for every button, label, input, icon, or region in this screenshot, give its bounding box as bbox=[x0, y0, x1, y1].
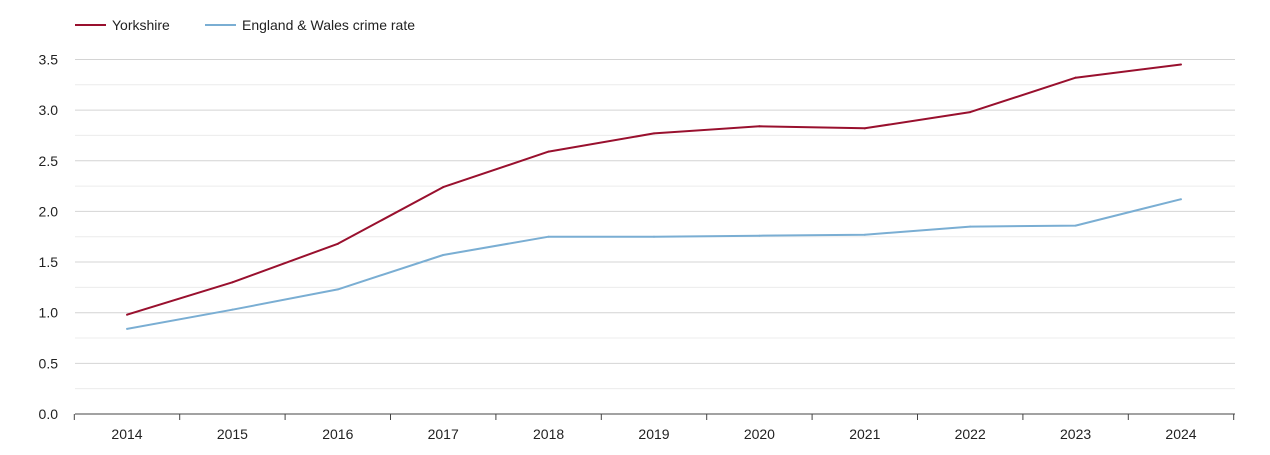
data-point bbox=[758, 125, 761, 128]
series-line-yorkshire bbox=[126, 63, 1182, 316]
x-tick-label: 2020 bbox=[744, 426, 775, 442]
data-point bbox=[547, 235, 550, 238]
data-point bbox=[1074, 76, 1077, 79]
x-tick-label: 2024 bbox=[1165, 426, 1196, 442]
data-point bbox=[969, 225, 972, 228]
data-point bbox=[231, 308, 234, 311]
x-tick-label: 2014 bbox=[111, 426, 142, 442]
y-tick-label: 2.5 bbox=[39, 153, 59, 169]
data-point bbox=[336, 242, 339, 245]
data-point bbox=[442, 253, 445, 256]
data-point bbox=[969, 111, 972, 114]
y-tick-label: 3.5 bbox=[39, 51, 59, 67]
data-point bbox=[863, 127, 866, 130]
data-point bbox=[231, 281, 234, 284]
data-point bbox=[126, 313, 128, 316]
legend-label: England & Wales crime rate bbox=[242, 17, 415, 33]
data-point bbox=[758, 234, 761, 237]
data-point bbox=[126, 327, 128, 330]
y-tick-label: 0.0 bbox=[39, 406, 59, 422]
y-tick-label: 3.0 bbox=[39, 102, 59, 118]
data-point bbox=[336, 288, 339, 291]
data-point bbox=[547, 150, 550, 153]
data-point bbox=[653, 235, 655, 238]
y-axis-ticks: 0.0 0.5 1.0 1.5 2.0 2.5 3.0 3.5 bbox=[39, 51, 59, 422]
x-tick-label: 2015 bbox=[217, 426, 248, 442]
x-tick-label: 2021 bbox=[849, 426, 880, 442]
x-tick-label: 2023 bbox=[1060, 426, 1091, 442]
x-tick-label: 2022 bbox=[955, 426, 986, 442]
y-tick-label: 0.5 bbox=[39, 355, 59, 371]
x-tick-label: 2016 bbox=[322, 426, 353, 442]
gridlines bbox=[75, 58, 1235, 390]
y-tick-label: 1.5 bbox=[39, 254, 59, 270]
data-point bbox=[1180, 63, 1182, 66]
data-point bbox=[863, 233, 866, 236]
y-tick-label: 1.0 bbox=[39, 305, 59, 321]
x-axis: 2014 2015 2016 2017 2018 2019 2020 2021 2022 2023… bbox=[73, 413, 1235, 442]
x-tick-label: 2019 bbox=[638, 426, 669, 442]
data-point bbox=[653, 132, 655, 135]
data-point bbox=[1180, 198, 1182, 201]
x-tick-label: 2017 bbox=[428, 426, 459, 442]
x-tick-label: 2018 bbox=[533, 426, 564, 442]
data-point bbox=[442, 186, 445, 189]
legend-label: Yorkshire bbox=[112, 17, 170, 33]
legend: Yorkshire England & Wales crime rate bbox=[75, 17, 415, 33]
series-lines bbox=[126, 63, 1182, 330]
y-tick-label: 2.0 bbox=[39, 203, 59, 219]
data-point bbox=[1074, 224, 1077, 227]
